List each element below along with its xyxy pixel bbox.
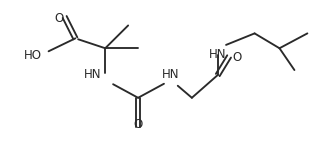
- Text: O: O: [55, 12, 64, 25]
- Text: HO: HO: [24, 49, 42, 62]
- Text: O: O: [133, 118, 143, 131]
- Text: O: O: [232, 51, 241, 64]
- Text: HN: HN: [84, 68, 101, 81]
- Text: HN: HN: [209, 48, 226, 61]
- Text: HN: HN: [162, 68, 180, 81]
